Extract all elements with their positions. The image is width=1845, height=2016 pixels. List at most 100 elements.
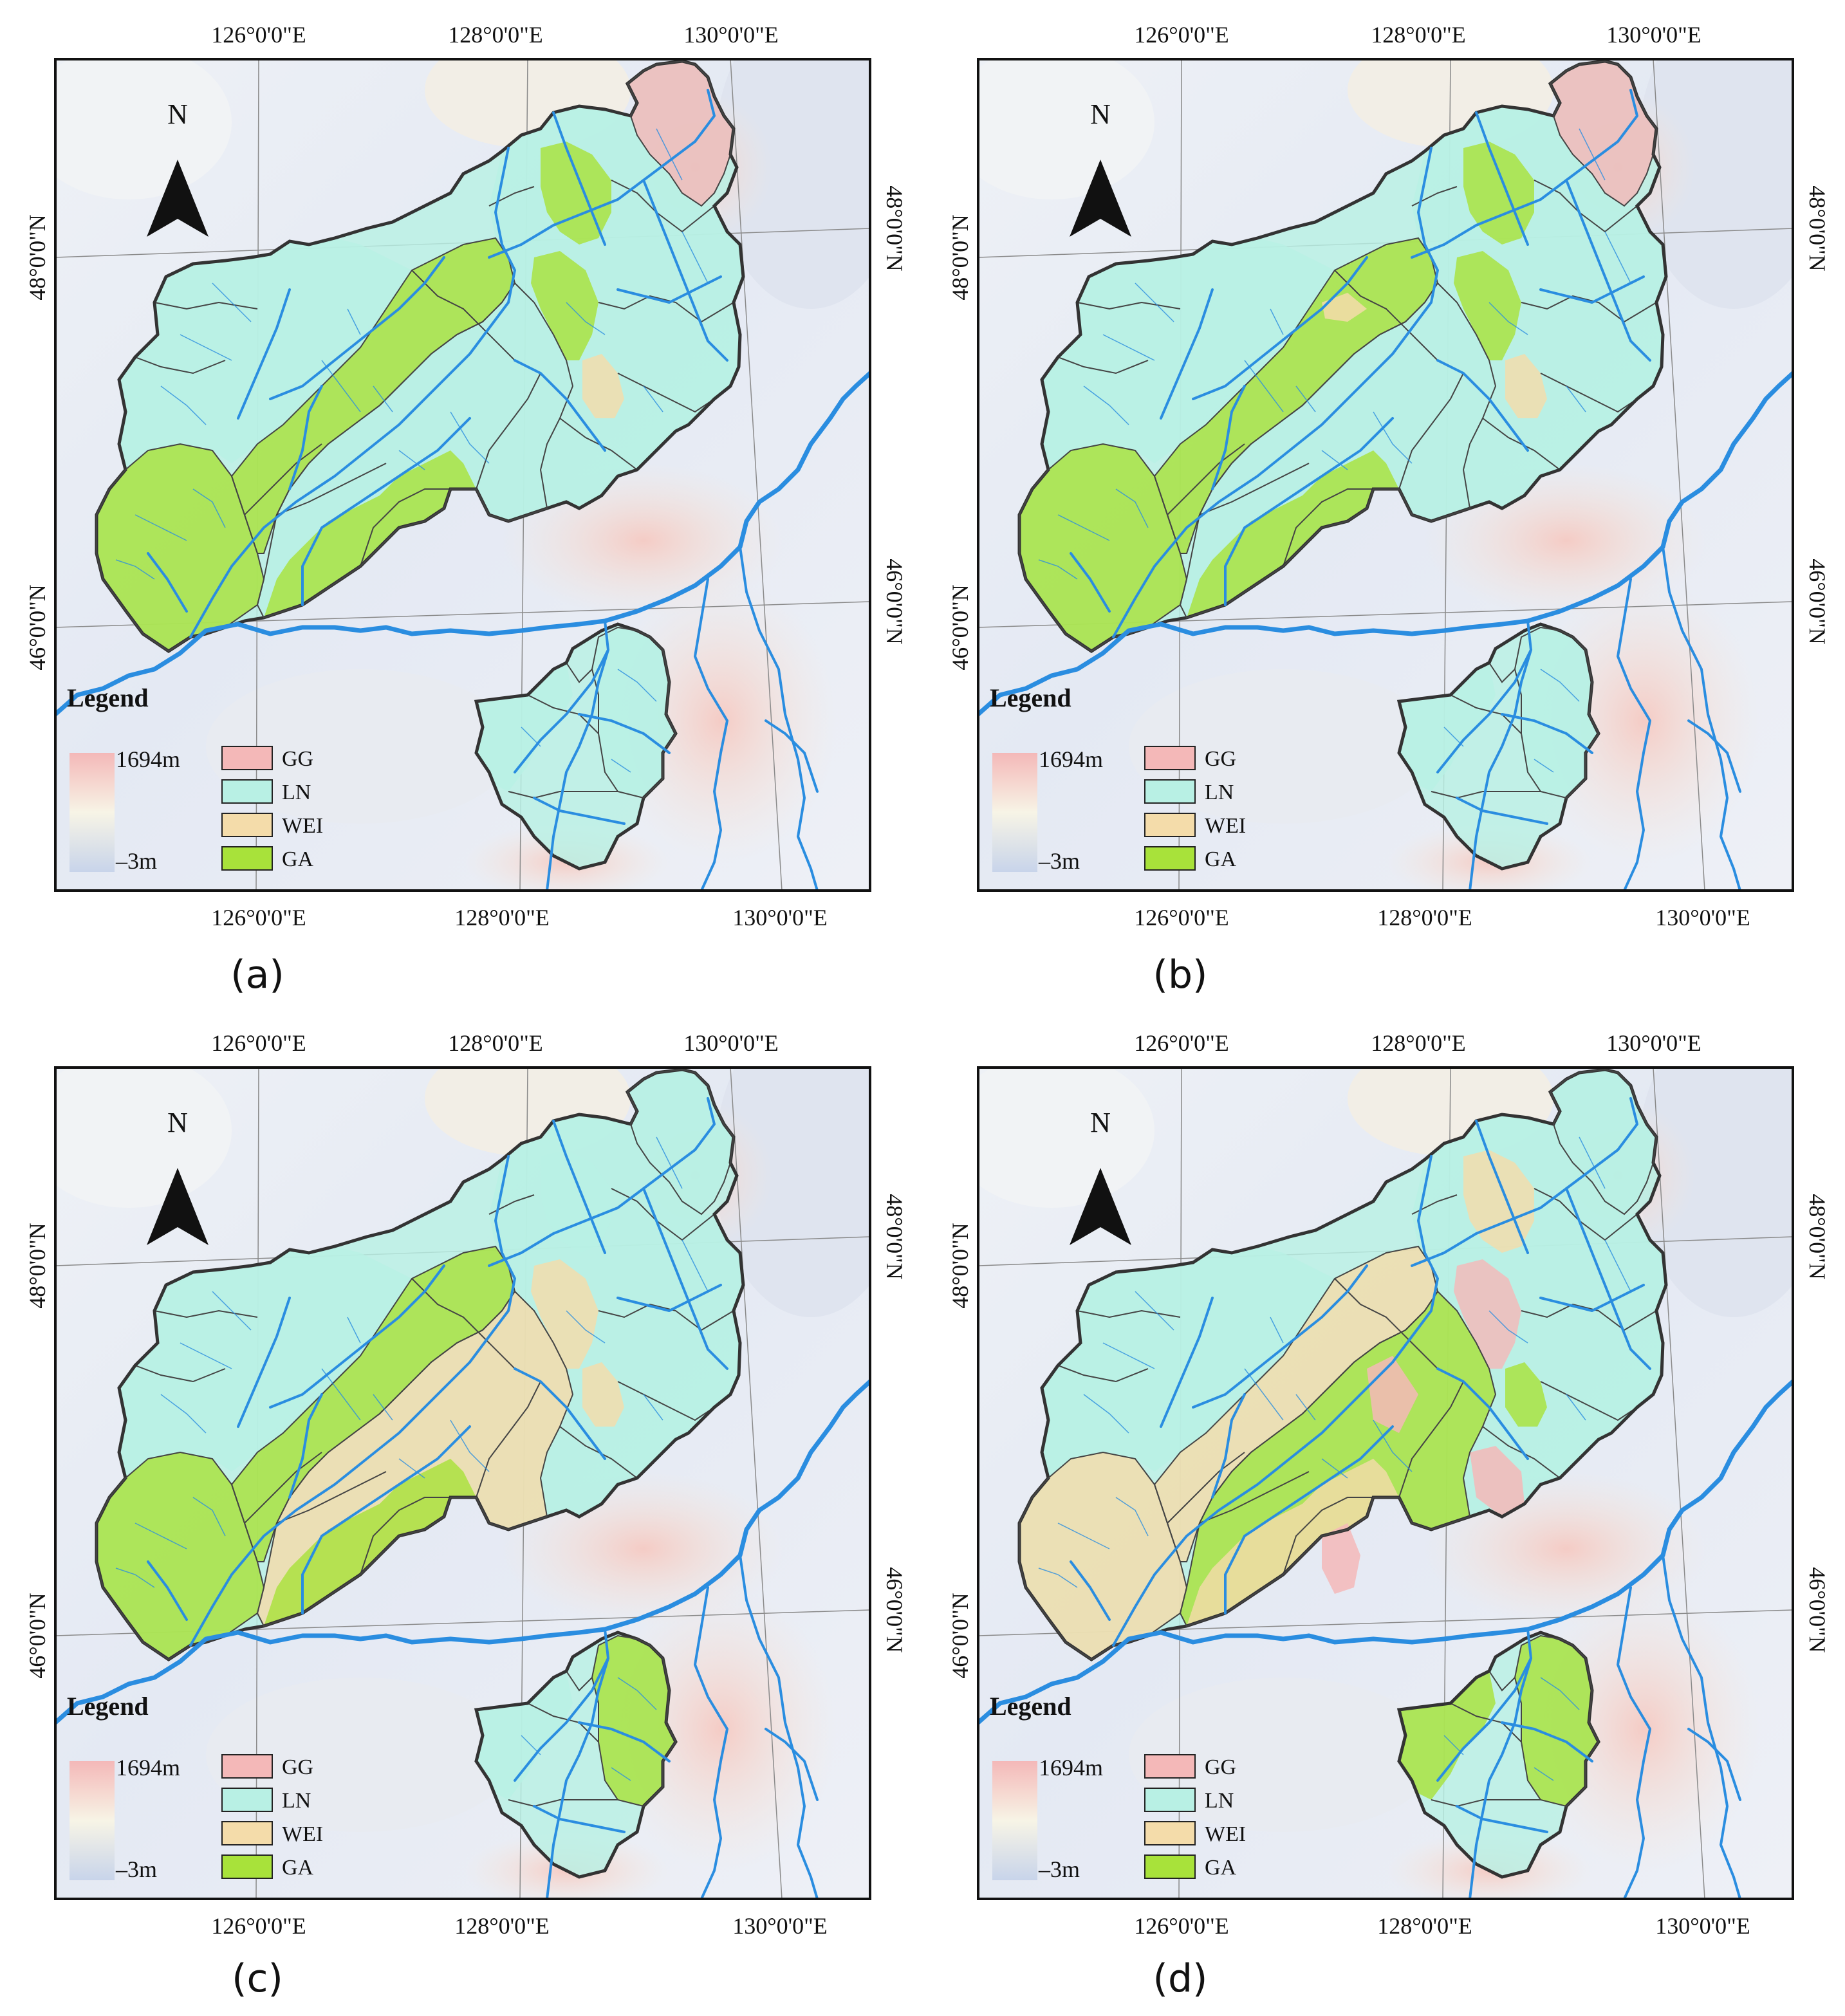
river	[578, 713, 671, 754]
subbasin-boundary	[617, 1381, 715, 1421]
subbasin-extra	[1322, 1523, 1360, 1594]
subbasin-south-west	[1399, 663, 1496, 791]
stream	[1488, 1310, 1528, 1344]
terrain-patch	[978, 1068, 1154, 1208]
subbasin-boundary	[411, 1278, 515, 1369]
legend-elev-max: 1694m	[116, 746, 180, 772]
legend-label-wei: WEI	[1205, 1822, 1246, 1846]
river	[288, 385, 323, 490]
stream	[450, 411, 490, 464]
lat-label-right: 48°0'0"N	[1804, 185, 1830, 272]
subbasin-south-strip	[1187, 450, 1399, 618]
stream	[180, 334, 232, 361]
river	[488, 1097, 716, 1267]
river	[1160, 1297, 1214, 1428]
river	[1436, 1657, 1532, 1782]
subbasin-boundary	[1521, 1303, 1657, 1331]
river	[1112, 147, 1439, 638]
subbasin-boundary	[1057, 356, 1149, 375]
stream	[1244, 1368, 1284, 1421]
lon-label-bottom: 130°0'0"E	[732, 905, 828, 930]
river	[1192, 1264, 1368, 1409]
lon-label-top: 128°0'0"E	[448, 22, 543, 48]
legend-label-wei: WEI	[282, 1822, 323, 1846]
lat-label-left: 48°0'0"N	[24, 1223, 50, 1309]
subbasin-boundary	[411, 270, 515, 361]
stream	[1566, 385, 1586, 412]
map-panel-b: N Legend 1694m –3m GG LN WEI GA 126°0'0"E 126°0'0…	[923, 0, 1845, 1008]
subbasin-boundary	[617, 373, 715, 413]
stream	[1373, 411, 1413, 464]
legend-swatch-ln	[221, 779, 273, 804]
map-frame	[54, 58, 871, 892]
river	[1112, 1155, 1439, 1647]
river	[237, 1297, 291, 1428]
stream	[1534, 1767, 1554, 1781]
river	[301, 417, 471, 606]
north-arrow-left	[147, 160, 178, 237]
lat-label-right: 46°0'0"N	[1804, 559, 1830, 645]
legend-elev-min: –3m	[1038, 848, 1080, 874]
graticule-line	[1653, 1068, 1705, 1899]
map-frame	[977, 1066, 1794, 1900]
stream	[212, 1291, 252, 1331]
north-arrow-icon	[1070, 160, 1131, 237]
river	[1070, 552, 1111, 613]
north-arrow-icon	[147, 160, 209, 237]
main-river	[978, 1379, 1793, 1725]
stream	[347, 308, 361, 335]
stream	[1295, 385, 1316, 412]
river	[1411, 89, 1638, 259]
map-panel-a: N Legend 1694m –3m GG LN WEI GA 126°0'0"E 126°0'0…	[0, 0, 922, 1008]
river	[642, 1187, 728, 1370]
river	[533, 797, 626, 825]
subbasin-boundary	[566, 1670, 593, 1692]
legend-title: Legend	[990, 1692, 1071, 1721]
river	[1469, 1628, 1532, 1899]
legend-swatch-ln	[1144, 1788, 1196, 1812]
panel-caption-d: (d)	[1153, 1956, 1208, 2001]
river	[1662, 1554, 1741, 1899]
map-group-d: N Legend 1694m –3m GG LN WEI GA 126°0'0"E 126°0'0…	[947, 1030, 1830, 1939]
lon-label-top: 128°0'0"E	[448, 1030, 543, 1056]
legend-elev-max: 1694m	[1039, 1755, 1103, 1780]
subbasin-boundary	[1540, 1381, 1638, 1421]
legend-elev-min: –3m	[115, 848, 157, 874]
lat-label-left: 46°0'0"N	[24, 1593, 50, 1679]
elevation-ramp	[70, 1761, 115, 1880]
lat-label-left: 48°0'0"N	[947, 1223, 973, 1309]
subbasin-boundary	[508, 791, 618, 799]
map-panel-c: N Legend 1694m –3m GG LN WEI GA 126°0'0"E 126°0'0…	[0, 1008, 922, 2016]
subbasin-boundary	[476, 1381, 541, 1498]
river	[189, 1155, 516, 1647]
lon-label-top: 130°0'0"E	[683, 1030, 779, 1056]
elevation-ramp	[70, 753, 115, 872]
stream	[1488, 302, 1528, 335]
stream	[1244, 360, 1284, 412]
subbasin-boundary	[1540, 373, 1638, 413]
stream	[1057, 1522, 1110, 1549]
river	[147, 1560, 188, 1621]
lon-label-top: 130°0'0"E	[683, 22, 779, 48]
lon-label-top: 128°0'0"E	[1371, 22, 1466, 48]
river	[1211, 1393, 1246, 1499]
stream	[1295, 1394, 1316, 1421]
stream	[192, 1497, 226, 1537]
subbasin-south-west	[476, 663, 573, 791]
stream	[566, 302, 606, 335]
lon-label-bottom: 128°0'0"E	[454, 1913, 550, 1939]
north-arrow-right	[178, 1168, 209, 1245]
subbasin-ne-cap	[1550, 61, 1656, 206]
stream	[192, 488, 226, 528]
stream	[373, 1394, 393, 1421]
subbasin-boundary	[134, 356, 226, 375]
legend-label-gg: GG	[282, 1755, 313, 1779]
legend-swatch-ln	[221, 1788, 273, 1812]
subbasin-boundary	[1398, 1381, 1464, 1498]
subbasin-boundary	[1057, 1365, 1149, 1383]
river	[578, 1721, 671, 1762]
subbasin-boundary	[1482, 418, 1561, 470]
stream	[321, 1368, 361, 1421]
river	[1687, 1728, 1741, 1801]
stream	[1115, 1497, 1149, 1537]
